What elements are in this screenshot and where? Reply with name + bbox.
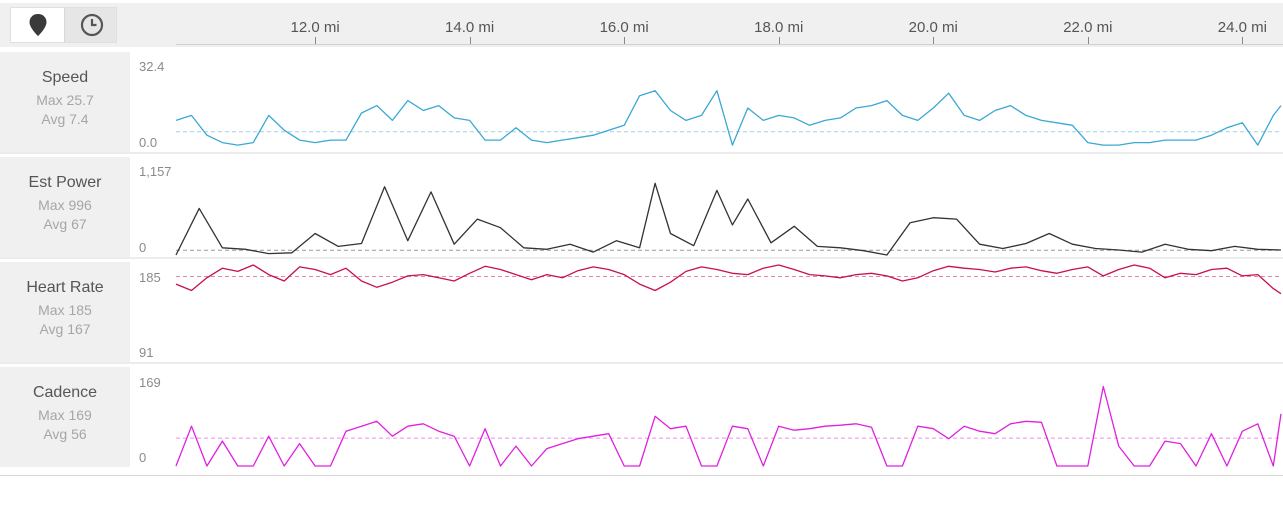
metric-avg: Avg 67 [43,216,87,232]
panel-divider [0,362,1283,364]
view-toggle [10,7,117,43]
metric-max: Max 25.7 [36,92,94,108]
x-tick-mark [1242,37,1244,44]
top-bar [0,3,1283,47]
metric-name: Cadence [32,384,98,401]
map-view-button[interactable] [11,8,64,42]
cadence-y-top: 169 [139,375,161,390]
x-tick-label: 24.0 mi [1217,19,1267,36]
metric-name: Heart Rate [26,279,104,296]
metric-name: Est Power [28,174,102,191]
metric-max: Max 185 [38,302,92,318]
power-label-panel: Est Power Max 996 Avg 67 [0,157,130,257]
metric-avg: Avg 56 [43,426,87,442]
metric-avg: Avg 167 [39,321,91,337]
power-y-bottom: 0 [139,240,147,255]
cadence-y-bottom: 0 [139,450,147,465]
x-tick-mark [469,37,471,44]
x-tick-mark [315,37,317,44]
series-line [175,90,1282,146]
power-y-top: 1,157 [139,164,172,179]
x-tick-mark [1087,37,1089,44]
cadence-label-panel: Cadence Max 169 Avg 56 [0,367,130,467]
speed-label-panel: Speed Max 25.7 Avg 7.4 [0,52,130,152]
hr-y-top: 185 [139,270,161,285]
series-line [175,182,1282,256]
panel-divider [0,257,1283,259]
x-tick-label: 18.0 mi [754,19,804,36]
panel-divider [0,152,1283,154]
bottom-border [0,475,1283,476]
clock-icon [80,13,103,37]
x-tick-mark [778,37,780,44]
x-tick-label: 20.0 mi [908,19,958,36]
x-axis-line [176,44,1283,45]
location-pin-icon [29,14,46,36]
x-tick-mark [624,37,626,44]
metric-avg: Avg 7.4 [41,111,89,127]
x-tick-label: 16.0 mi [599,19,649,36]
series-line [175,385,1282,467]
hr-y-bottom: 91 [139,345,154,360]
heart-rate-label-panel: Heart Rate Max 185 Avg 167 [0,262,130,362]
metric-max: Max 996 [38,197,92,213]
time-view-button[interactable] [64,8,118,42]
metric-max: Max 169 [38,407,92,423]
speed-y-bottom: 0.0 [139,135,158,150]
x-tick-mark [933,37,935,44]
x-tick-label: 22.0 mi [1063,19,1113,36]
speed-y-top: 32.4 [139,59,165,74]
x-tick-label: 14.0 mi [445,19,495,36]
x-tick-label: 12.0 mi [290,19,340,36]
series-line [175,264,1282,295]
metric-name: Speed [41,69,89,86]
